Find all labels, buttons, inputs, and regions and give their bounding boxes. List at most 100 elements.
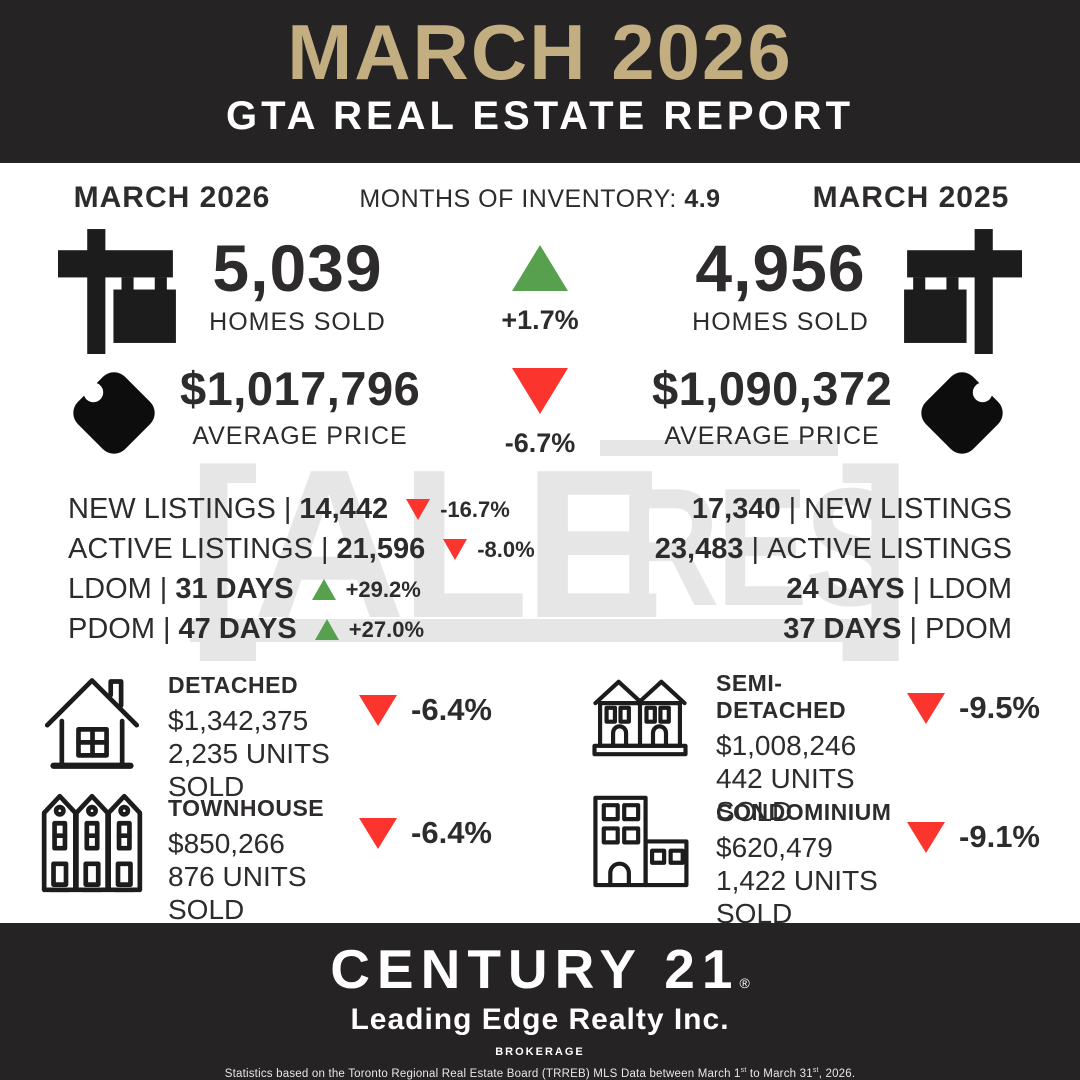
previous-avg-price-value: $1,090,372 — [652, 362, 893, 415]
property-change-value: -6.4% — [411, 815, 492, 850]
stat-change: -16.7% — [440, 496, 510, 522]
previous-homes-sold-label: HOMES SOLD — [692, 308, 869, 336]
report-body: [ALE RES ] MARCH 2026 MONTHS OF INVENTOR… — [0, 163, 1080, 929]
property-change: -6.4% — [359, 692, 492, 728]
down-arrow-icon — [359, 817, 398, 849]
previous-stats-list: 17,340 | NEW LISTINGS 23,483 | ACTIVE LISTIN… — [532, 495, 1012, 644]
property-card-text: TOWNHOUSE $850,266 876 UNITS SOLD — [168, 791, 359, 926]
avg-price-change-value: -6.7% — [504, 428, 576, 458]
property-change: -6.4% — [359, 815, 492, 851]
stat-label: PDOM — [68, 613, 155, 645]
property-name: CONDOMINIUM — [716, 799, 892, 825]
for-sale-sign-icon — [58, 223, 184, 355]
footer-banner: CENTURY 21® Leading Edge Realty Inc. BRO… — [0, 923, 1080, 1080]
condominium-building-icon — [588, 795, 692, 930]
months-of-inventory: MONTHS OF INVENTORY: 4.9 — [0, 185, 1080, 214]
semi-detached-house-icon — [588, 666, 692, 828]
property-name: TOWNHOUSE — [168, 795, 325, 821]
property-change-value: -6.4% — [411, 692, 492, 727]
detached-house-icon — [40, 668, 144, 803]
price-tag-icon — [60, 359, 168, 467]
up-arrow-icon — [512, 245, 568, 291]
current-homes-sold-block: 5,039 HOMES SOLD — [185, 235, 410, 337]
stat-ldom: LDOM | 31 DAYS +29.2% — [68, 573, 421, 605]
property-card-text: CONDOMINIUM $620,479 1,422 UNITS SOLD — [716, 795, 907, 930]
stat-label: LDOM — [928, 573, 1012, 605]
current-avg-price-value: $1,017,796 — [180, 362, 421, 415]
stat-new-listings: 17,340 | NEW LISTINGS — [691, 493, 1012, 525]
price-tag-icon — [908, 359, 1016, 467]
stat-pdom: 37 DAYS | PDOM — [783, 613, 1012, 645]
stat-label: NEW LISTINGS — [804, 493, 1012, 525]
disclaimer-superscript: st — [740, 1066, 747, 1074]
stat-value: 14,442 — [299, 493, 389, 525]
stat-value: 47 DAYS — [178, 613, 297, 645]
brokerage-descriptor: BROKERAGE — [495, 1045, 585, 1058]
stat-label: NEW LISTINGS — [68, 493, 276, 525]
down-arrow-icon — [443, 539, 468, 560]
stat-change: -8.0% — [477, 536, 535, 562]
up-arrow-icon — [314, 619, 339, 640]
stat-value: 37 DAYS — [783, 613, 902, 645]
property-change: -9.5% — [907, 690, 1040, 726]
down-arrow-icon — [406, 499, 431, 520]
stat-value: 31 DAYS — [175, 573, 294, 605]
data-disclaimer: Statistics based on the Toronto Regional… — [0, 1067, 1080, 1080]
stat-value: 24 DAYS — [786, 573, 905, 605]
homes-sold-change: +1.7% — [460, 245, 620, 336]
stat-pdom: PDOM | 47 DAYS +27.0% — [68, 613, 425, 645]
current-homes-sold-value: 5,039 — [212, 231, 383, 305]
current-stats-list: NEW LISTINGS | 14,442 -16.7% ACTIVE LISTIN… — [68, 495, 535, 644]
current-period-heading: MARCH 2026 — [73, 181, 271, 214]
property-units: 2,235 UNITS SOLD — [168, 738, 330, 802]
stat-change: +27.0% — [348, 616, 425, 642]
property-change: -9.1% — [907, 819, 1040, 855]
stat-label: LDOM — [68, 573, 152, 605]
previous-homes-sold-value: 4,956 — [695, 231, 866, 305]
stat-change: +29.2% — [345, 576, 421, 602]
stat-value: 17,340 — [691, 493, 781, 525]
property-price: $1,008,246 — [716, 730, 857, 761]
brand-name: CENTURY 21 — [330, 938, 740, 1000]
brand-wordmark: CENTURY 21® — [0, 938, 1080, 1000]
property-card-condominium: CONDOMINIUM $620,479 1,422 UNITS SOLD -9… — [588, 795, 1040, 930]
property-change-value: -9.1% — [959, 819, 1040, 854]
property-units: 876 UNITS SOLD — [168, 861, 307, 925]
property-name: DETACHED — [168, 672, 299, 698]
property-card-detached: DETACHED $1,342,375 2,235 UNITS SOLD -6.… — [40, 668, 492, 803]
report-month-title: MARCH 2026 — [287, 8, 793, 96]
property-card-text: DETACHED $1,342,375 2,235 UNITS SOLD — [168, 668, 359, 803]
avg-price-change: -6.7% — [460, 368, 620, 459]
down-arrow-icon — [907, 821, 946, 853]
months-of-inventory-label: MONTHS OF INVENTORY: — [359, 185, 677, 213]
property-card-townhouse: TOWNHOUSE $850,266 876 UNITS SOLD -6.4% — [40, 791, 492, 926]
header-banner: MARCH 2026 GTA REAL ESTATE REPORT — [0, 0, 1080, 163]
property-price: $1,342,375 — [168, 705, 309, 736]
property-change-value: -9.5% — [959, 690, 1040, 725]
property-price: $850,266 — [168, 828, 285, 859]
property-card-semi-detached: SEMI-DETACHED $1,008,246 442 UNITS SOLD … — [588, 666, 1040, 828]
previous-period-heading: MARCH 2025 — [812, 181, 1010, 214]
disclaimer-text: , 2026. — [818, 1067, 856, 1080]
for-sale-sign-icon — [896, 223, 1022, 355]
down-arrow-icon — [907, 692, 946, 724]
property-units: 442 UNITS SOLD — [716, 763, 855, 827]
property-price: $620,479 — [716, 832, 833, 863]
down-arrow-icon — [512, 368, 568, 414]
disclaimer-text: Statistics based on the Toronto Regional… — [224, 1067, 741, 1080]
stat-value: 23,483 — [654, 533, 744, 565]
previous-homes-sold-block: 4,956 HOMES SOLD — [668, 235, 893, 337]
stat-label: PDOM — [925, 613, 1012, 645]
property-units: 1,422 UNITS SOLD — [716, 865, 878, 929]
property-card-text: SEMI-DETACHED $1,008,246 442 UNITS SOLD — [716, 666, 907, 828]
current-avg-price-label: AVERAGE PRICE — [192, 421, 408, 450]
stat-ldom: 24 DAYS | LDOM — [786, 573, 1012, 605]
disclaimer-text: to March 31 — [746, 1067, 813, 1080]
registered-trademark-symbol: ® — [739, 975, 750, 991]
disclaimer-superscript: st — [812, 1066, 819, 1074]
previous-avg-price-block: $1,090,372 AVERAGE PRICE — [652, 363, 892, 451]
previous-avg-price-label: AVERAGE PRICE — [664, 421, 880, 450]
current-avg-price-block: $1,017,796 AVERAGE PRICE — [180, 363, 420, 451]
property-name: SEMI-DETACHED — [716, 670, 847, 723]
